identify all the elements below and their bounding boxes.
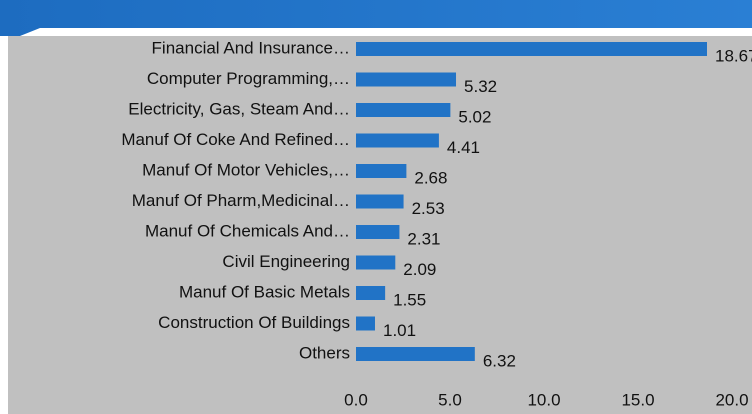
data-label: 4.41: [447, 138, 480, 157]
bar: [356, 164, 407, 178]
bar: [356, 316, 375, 331]
data-label: 2.31: [407, 229, 440, 248]
data-label: 2.09: [403, 260, 436, 279]
bar: [356, 72, 457, 87]
bar: [356, 42, 707, 56]
data-label: 2.53: [412, 199, 445, 218]
bar: [356, 194, 404, 209]
y-tick-label: Manuf Of Motor Vehicles,…: [142, 160, 350, 179]
data-label: 2.68: [414, 168, 447, 187]
y-tick-label: Manuf Of Basic Metals: [179, 282, 350, 301]
x-tick-label: 15.0: [621, 390, 654, 409]
y-tick-label: Others: [299, 343, 350, 362]
y-tick-label: Manuf Of Coke And Refined…: [121, 130, 350, 149]
data-label: 5.02: [458, 107, 491, 126]
data-label: 18.67: [715, 46, 752, 65]
y-tick-label: Electricity, Gas, Steam And…: [128, 99, 350, 118]
bar: [356, 255, 396, 270]
y-tick-label: Manuf Of Chemicals And…: [145, 221, 350, 240]
y-tick-label: Financial And Insurance…: [152, 38, 350, 57]
x-tick-label: 20.0: [715, 390, 748, 409]
x-tick-label: 5.0: [438, 390, 462, 409]
bar: [356, 103, 451, 117]
data-label: 6.32: [483, 351, 516, 370]
y-tick-label: Construction Of Buildings: [158, 313, 350, 332]
data-label: 1.01: [383, 321, 416, 340]
x-tick-label: 0.0: [344, 390, 368, 409]
bar: [356, 133, 439, 148]
bar: [356, 347, 475, 361]
x-tick-label: 10.0: [527, 390, 560, 409]
data-label: 5.32: [464, 77, 497, 96]
data-label: 1.55: [393, 290, 426, 309]
bar: [356, 225, 400, 239]
bar: [356, 286, 386, 300]
y-tick-label: Manuf Of Pharm,Medicinal…: [132, 191, 350, 210]
y-tick-label: Computer Programming,…: [147, 69, 350, 88]
header-band: [0, 0, 752, 36]
y-tick-label: Civil Engineering: [222, 252, 350, 271]
